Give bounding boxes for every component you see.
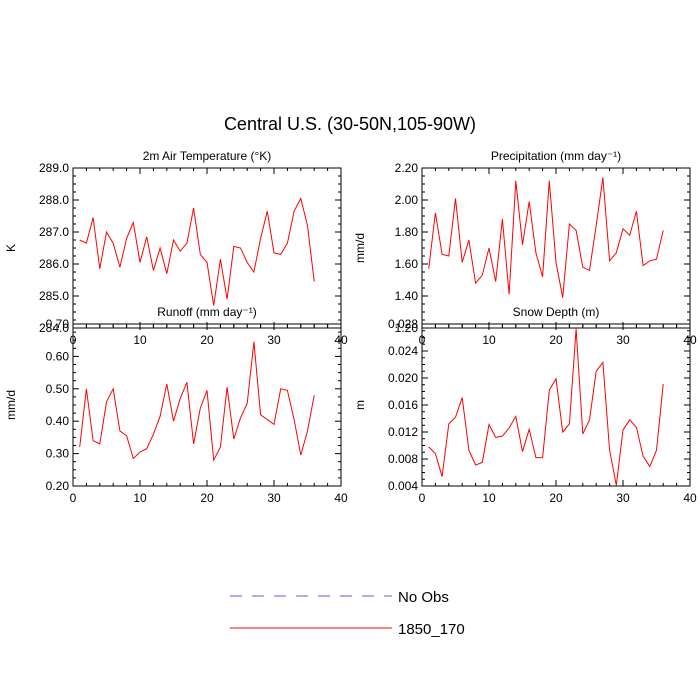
x-tick-label: 10 xyxy=(482,333,496,347)
chart-panel-3: 0.20 0.30 0.40 0.50 0.60 0.70 0 10 20 30 40 Runoff … xyxy=(4,305,348,505)
x-tick-label: 10 xyxy=(133,491,147,505)
y-tick-label: 0.008 xyxy=(388,452,418,466)
x-tick-label: 20 xyxy=(549,491,563,505)
x-tick-label: 20 xyxy=(200,333,214,347)
y-tick-label: 288.0 xyxy=(39,193,69,207)
y-tick-label: 0.40 xyxy=(46,414,70,428)
legend: No Obs 1850_170 xyxy=(230,589,465,638)
panel-title: Runoff (mm day⁻¹) xyxy=(157,305,256,319)
x-tick-label: 10 xyxy=(133,333,147,347)
y-tick-label: 284.0 xyxy=(39,321,69,335)
y-tick-label: 0.016 xyxy=(388,398,418,412)
y-tick-label: 0.70 xyxy=(46,317,70,331)
x-tick-label: 10 xyxy=(482,491,496,505)
y-tick-label: 2.00 xyxy=(395,193,419,207)
y-tick-label: 1.80 xyxy=(395,225,419,239)
y-tick-label: 0.60 xyxy=(46,349,70,363)
series-line-1 xyxy=(428,177,664,298)
y-tick-label: 0.012 xyxy=(388,425,418,439)
plot-frame xyxy=(421,323,691,487)
x-tick-label: 20 xyxy=(200,491,214,505)
y-axis-label: mm/d xyxy=(4,390,18,420)
x-tick-label: 0 xyxy=(70,491,77,505)
panel-title: Snow Depth (m) xyxy=(513,305,600,319)
y-tick-label: 289.0 xyxy=(39,161,69,175)
y-tick-label: 286.0 xyxy=(39,257,69,271)
y-tick-label: 0.020 xyxy=(388,371,418,385)
y-tick-label: 0.30 xyxy=(46,447,70,461)
series-line-1 xyxy=(79,341,315,462)
chart-panel-2: 1.201.401.601.802.002.200 10 20 30 40Precipi… xyxy=(353,149,697,347)
y-tick-label: 0.50 xyxy=(46,382,70,396)
legend-label-2: 1850_170 xyxy=(398,621,465,638)
y-tick-label: 1.60 xyxy=(395,257,419,271)
chart-panels: 284.0 285.0 286.0 287.0 288.0 289.0 0 10 20 30 40 2… xyxy=(4,149,697,505)
y-tick-label: 1.40 xyxy=(395,289,419,303)
plot-frame xyxy=(72,167,342,329)
y-axis-label: mm/d xyxy=(353,233,367,263)
series-line-1 xyxy=(428,328,664,486)
x-tick-label: 30 xyxy=(616,491,630,505)
legend-label-1: No Obs xyxy=(398,589,449,606)
y-tick-label: 0.028 xyxy=(388,317,418,331)
series-line-1 xyxy=(79,196,315,306)
y-tick-label: 0.004 xyxy=(388,479,418,493)
y-tick-label: 0.024 xyxy=(388,344,418,358)
x-tick-label: 40 xyxy=(334,491,348,505)
y-tick-label: 2.20 xyxy=(395,161,419,175)
plot-frame xyxy=(72,323,342,487)
x-tick-label: 40 xyxy=(683,491,697,505)
y-tick-label: 287.0 xyxy=(39,225,69,239)
plot-frame xyxy=(421,167,691,329)
y-tick-label: 0.20 xyxy=(46,479,70,493)
x-tick-label: 30 xyxy=(267,491,281,505)
chart-panel-4: 0.004 0.008 0.012 0.016 0.020 0.024 0.028 0 10 20… xyxy=(353,305,697,505)
x-tick-label: 30 xyxy=(616,333,630,347)
panel-title: 2m Air Temperature (°K) xyxy=(143,149,272,163)
figure-title: Central U.S. (30-50N,105-90W) xyxy=(224,114,476,134)
y-tick-label: 285.0 xyxy=(39,289,69,303)
x-tick-label: 20 xyxy=(549,333,563,347)
panel-title: Precipitation (mm day⁻¹) xyxy=(491,149,621,163)
y-axis-label: m xyxy=(353,400,367,410)
y-axis-label: K xyxy=(4,244,18,252)
x-tick-label: 0 xyxy=(419,491,426,505)
y-tick-label: 1.20 xyxy=(395,321,419,335)
x-tick-label: 30 xyxy=(267,333,281,347)
